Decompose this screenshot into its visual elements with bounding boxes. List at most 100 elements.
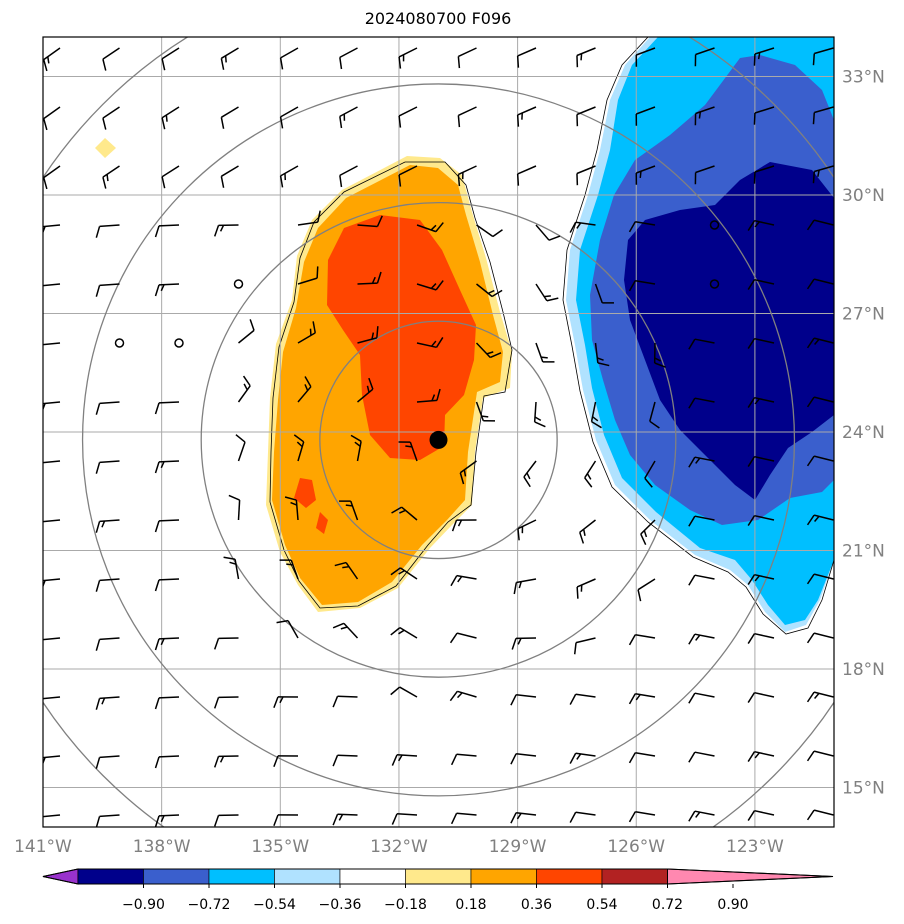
wind-barb xyxy=(747,514,775,526)
longitude-label: 141°W xyxy=(14,837,72,857)
colorbar-tick-label: 0.54 xyxy=(586,897,617,913)
wind-barb xyxy=(573,637,596,655)
wind-barb xyxy=(688,751,715,763)
wind-barb xyxy=(569,693,596,705)
wind-barb xyxy=(535,224,561,241)
latitude-label: 21°N xyxy=(842,542,885,562)
wind-barb xyxy=(579,519,596,544)
wind-barb xyxy=(297,321,316,344)
contour-0.54-small-b xyxy=(316,512,328,534)
wind-barb xyxy=(747,337,775,349)
wind-barb xyxy=(154,283,180,297)
wind-barb xyxy=(276,619,299,639)
wind-barb xyxy=(747,750,775,762)
wind-barb xyxy=(806,691,834,703)
wind-barb xyxy=(449,690,477,702)
wind-barb xyxy=(174,338,184,348)
colorbar-tick-label: −0.54 xyxy=(253,897,296,913)
wind-barb xyxy=(235,434,246,462)
wind-barb xyxy=(332,813,358,826)
wind-barb xyxy=(339,106,358,129)
wind-barb xyxy=(688,456,715,468)
wind-barb xyxy=(753,47,775,66)
wind-barb xyxy=(398,106,418,128)
wind-barb xyxy=(628,751,656,764)
range-ring xyxy=(200,201,677,678)
latitude-label: 27°N xyxy=(842,305,885,325)
wind-barb xyxy=(297,266,319,285)
wind-barb xyxy=(102,47,120,71)
wind-barb xyxy=(709,279,720,289)
latitude-label: 24°N xyxy=(842,423,885,443)
wind-barb xyxy=(569,221,596,233)
wind-barb xyxy=(154,696,180,710)
wind-barb xyxy=(154,814,180,827)
wind-barb xyxy=(95,637,120,651)
wind-barb xyxy=(43,165,61,190)
wind-barb xyxy=(357,215,383,228)
wind-barb xyxy=(213,814,239,827)
wind-barb xyxy=(43,578,61,587)
wind-barb xyxy=(398,47,418,69)
wind-barb xyxy=(416,388,441,403)
zero-contour-cool xyxy=(562,37,834,635)
wind-barb xyxy=(95,755,120,769)
wind-barb xyxy=(398,441,418,462)
wind-barb xyxy=(510,811,537,824)
latitude-label: 18°N xyxy=(842,660,885,680)
wind-barb xyxy=(640,519,656,546)
wind-barb xyxy=(806,750,834,762)
colorbar-tick-label: 0.90 xyxy=(717,897,748,913)
wind-barb xyxy=(594,283,614,304)
wind-barb xyxy=(594,342,610,367)
wind-barb xyxy=(154,224,180,238)
latitude-labels: 33°N 30°N 27°N 24°N 21°N 18°N 15°N xyxy=(842,68,885,799)
wind-barb xyxy=(297,210,321,226)
map-frame xyxy=(42,36,835,828)
wind-barb xyxy=(95,696,120,710)
wind-barb xyxy=(511,637,537,650)
wind-barb xyxy=(350,434,362,462)
wind-barb xyxy=(812,165,834,184)
wind-barb xyxy=(457,47,477,69)
colorbar-segment xyxy=(143,868,210,885)
wind-barb xyxy=(450,753,477,766)
wind-barb xyxy=(450,812,477,825)
wind-barb xyxy=(161,165,180,189)
wind-barb xyxy=(644,460,656,488)
wind-barb xyxy=(102,165,120,189)
colorbar-segment xyxy=(208,868,275,885)
wind-barb xyxy=(154,637,180,651)
wind-barb xyxy=(273,814,299,827)
wind-barb xyxy=(688,633,715,645)
wind-barb xyxy=(457,165,477,187)
storm-center-marker xyxy=(429,430,448,449)
longitude-label: 135°W xyxy=(251,837,309,857)
latitude-label: 33°N xyxy=(842,68,885,88)
wind-barb xyxy=(43,47,61,72)
wind-barb xyxy=(688,515,715,527)
colorbar-extend-max xyxy=(667,868,834,885)
wind-barb xyxy=(391,506,418,521)
wind-barb xyxy=(154,401,180,415)
longitude-label: 138°W xyxy=(133,837,191,857)
wind-barb xyxy=(279,47,299,70)
wind-barb xyxy=(806,455,834,467)
wind-barb xyxy=(688,397,715,409)
wind-barb xyxy=(220,47,239,70)
colorbar-segment xyxy=(601,868,668,885)
wind-barb xyxy=(43,342,61,346)
wind-barb xyxy=(628,279,656,292)
wind-barb xyxy=(747,278,775,290)
wind-barb xyxy=(475,342,502,359)
wind-barb xyxy=(398,165,418,187)
wind-barb xyxy=(806,514,834,526)
colorbar-segment xyxy=(536,868,603,885)
wind-barb xyxy=(628,220,656,233)
wind-barb xyxy=(223,556,240,580)
colorbar-tick-label: 0.36 xyxy=(521,897,552,913)
wind-barb xyxy=(653,342,666,368)
wind-barb xyxy=(628,692,656,705)
wind-barb xyxy=(753,106,775,125)
map-title: 2024080700 F096 xyxy=(364,9,512,28)
